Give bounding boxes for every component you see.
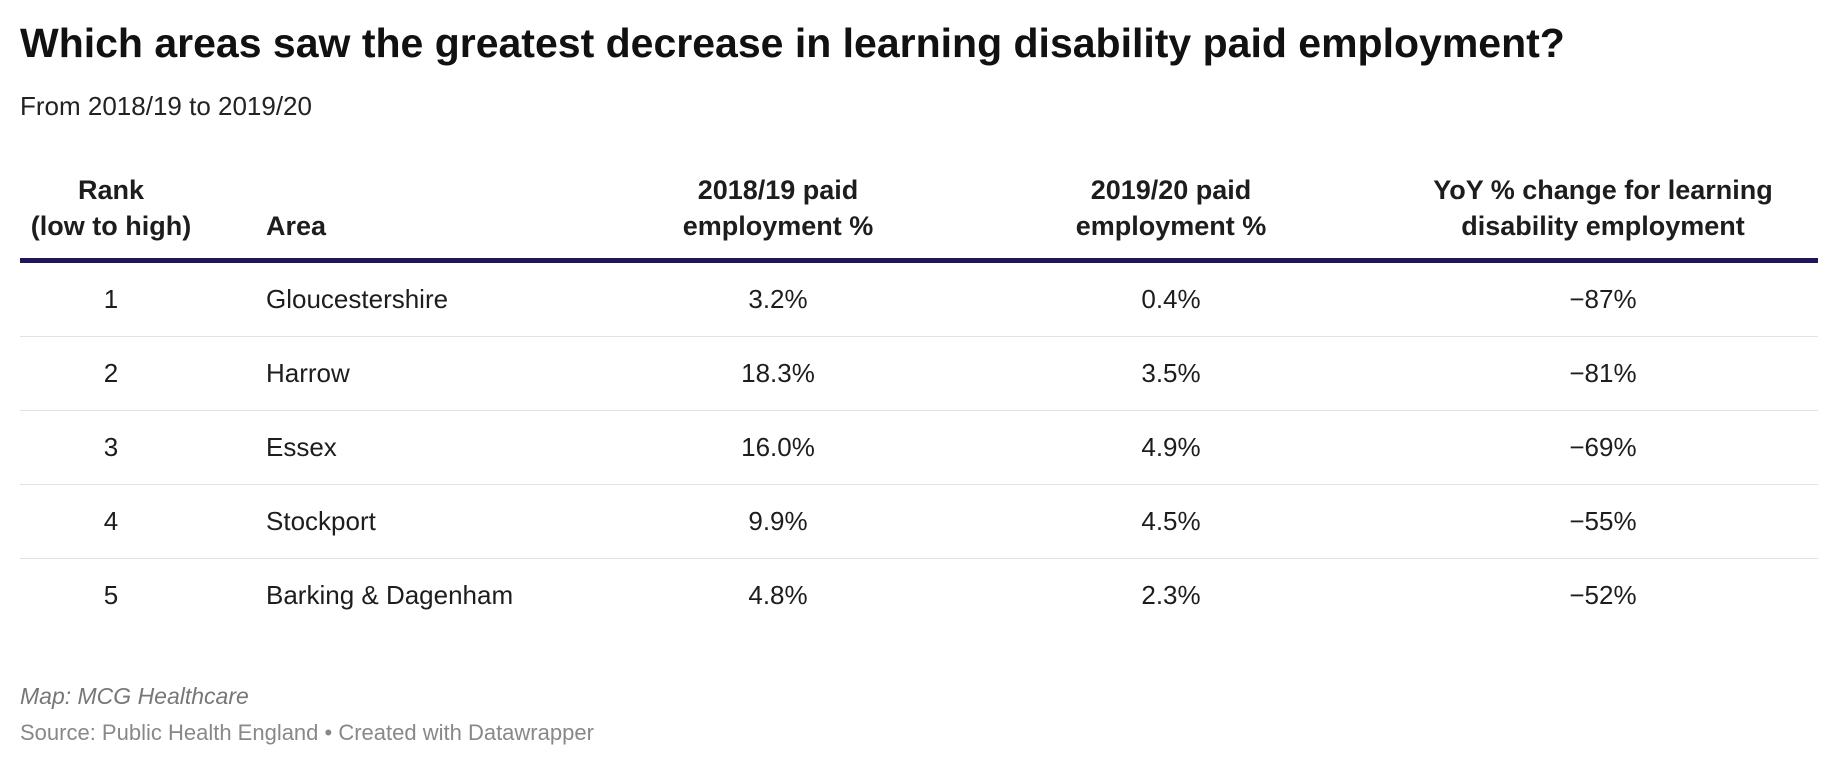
column-header: YoY % change for learning disability emp…	[1388, 172, 1818, 263]
table-row: 4 Stockport 9.9% 4.5% −55%	[20, 484, 1818, 559]
data-table: Rank (low to high) Area 2018/19 paid emplo…	[20, 172, 1818, 632]
table-cell: 4.5%	[954, 484, 1388, 559]
column-header: Area	[202, 172, 602, 263]
table-cell: Essex	[202, 410, 602, 485]
table-cell: 18.3%	[602, 336, 954, 411]
table-cell: 3.5%	[954, 336, 1388, 411]
table-cell: 1	[20, 260, 202, 337]
table-cell: −55%	[1388, 484, 1818, 559]
table-cell: 16.0%	[602, 410, 954, 485]
header-row: Rank (low to high) Area 2018/19 paid emplo…	[20, 172, 1818, 263]
title: Which areas saw the greatest decrease in…	[20, 20, 1565, 66]
table-cell: 4	[20, 484, 202, 559]
table-cell: 3	[20, 410, 202, 485]
table-cell: Stockport	[202, 484, 602, 559]
table-row: 2 Harrow 18.3% 3.5% −81%	[20, 336, 1818, 411]
note: Map: MCG Healthcare	[20, 683, 249, 709]
table-cell: Harrow	[202, 336, 602, 411]
table-cell: 3.2%	[602, 260, 954, 337]
table-cell: 2.3%	[1141, 580, 1201, 610]
table-cell: 0.4%	[954, 260, 1388, 337]
table-cell: −87%	[1388, 260, 1818, 337]
table-cell: 9.9%	[602, 484, 954, 559]
table-head: Rank (low to high) Area 2018/19 paid emplo…	[20, 172, 1818, 263]
table-body: 1 Gloucestershire 3.2% 0.4% −87% 2 Harrow 18.3%…	[20, 260, 1818, 633]
table-cell: 2	[20, 336, 202, 411]
subtitle: From 2018/19 to 2019/20	[20, 91, 312, 121]
column-header: 2019/20 paid employment %	[954, 172, 1388, 263]
column-header: 2018/19 paid employment %	[602, 172, 954, 263]
table-row: 1 Gloucestershire 3.2% 0.4% −87%	[20, 260, 1818, 337]
table-cell: −69%	[1388, 410, 1818, 485]
table-cell: Gloucestershire	[202, 260, 602, 337]
table-cell: Barking & Dagenham	[266, 580, 514, 610]
table-cell: 5	[103, 580, 119, 610]
column-header: Rank (low to high)	[20, 172, 202, 263]
table-cell: 4.9%	[954, 410, 1388, 485]
table-cell: −52%	[1569, 580, 1637, 610]
table-row: 3 Essex 16.0% 4.9% −69%	[20, 410, 1818, 485]
table-cell: −81%	[1388, 336, 1818, 411]
table-row: 5 Barking & Dagenham 4.8% 2.3% −52%	[20, 559, 1818, 633]
table-cell: 4.8%	[748, 580, 808, 610]
source: Source: Public Health England • Created …	[20, 720, 594, 745]
